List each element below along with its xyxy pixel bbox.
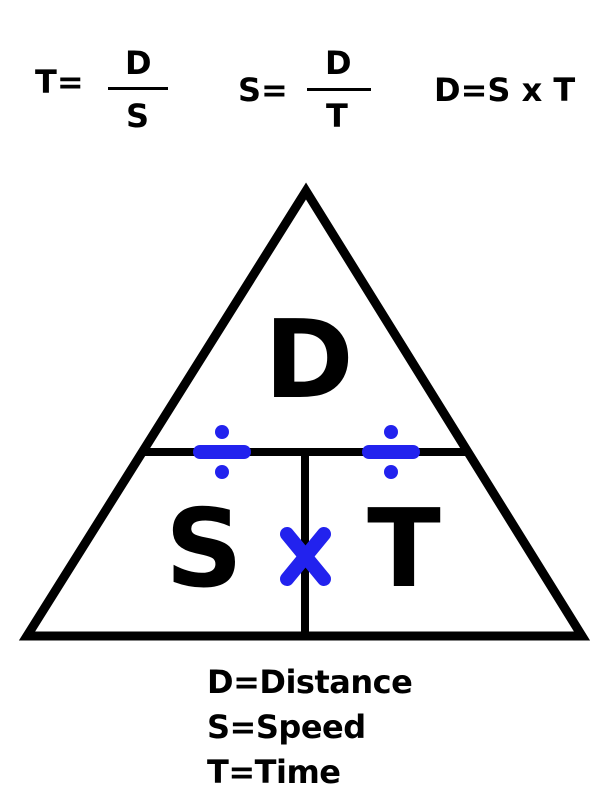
divide-icon-right bbox=[362, 425, 420, 479]
divide-bar bbox=[193, 445, 251, 459]
triangle-label-distance: D bbox=[264, 298, 354, 423]
legend-item-speed: S=Speed bbox=[207, 708, 366, 746]
formula-time-fraction-bar bbox=[108, 87, 168, 90]
formula-speed-fraction-bar bbox=[307, 88, 371, 91]
divide-dot-top bbox=[215, 425, 229, 439]
legend-item-distance: D=Distance bbox=[207, 663, 413, 701]
divide-bar bbox=[362, 445, 420, 459]
divide-dot-bottom bbox=[384, 465, 398, 479]
divide-dot-top bbox=[384, 425, 398, 439]
formula-speed-numerator: D bbox=[325, 44, 352, 82]
formula-time-denominator: S bbox=[126, 97, 150, 135]
formula-distance: D=S x T bbox=[434, 71, 576, 109]
divide-icon-left bbox=[193, 425, 251, 479]
formula-speed-denominator: T bbox=[326, 97, 348, 135]
multiply-stroke-2 bbox=[280, 527, 331, 586]
divide-dot-bottom bbox=[215, 465, 229, 479]
legend: D=Distance S=Speed T=Time bbox=[207, 660, 413, 795]
formula-time-lhs: T= bbox=[35, 63, 84, 101]
triangle-label-speed: S bbox=[165, 487, 243, 612]
legend-item-time: T=Time bbox=[207, 753, 341, 791]
multiply-icon bbox=[280, 527, 331, 586]
formula-time-numerator: D bbox=[125, 44, 152, 82]
triangle-label-time: T bbox=[367, 487, 441, 612]
formula-speed-lhs: S= bbox=[238, 71, 288, 109]
